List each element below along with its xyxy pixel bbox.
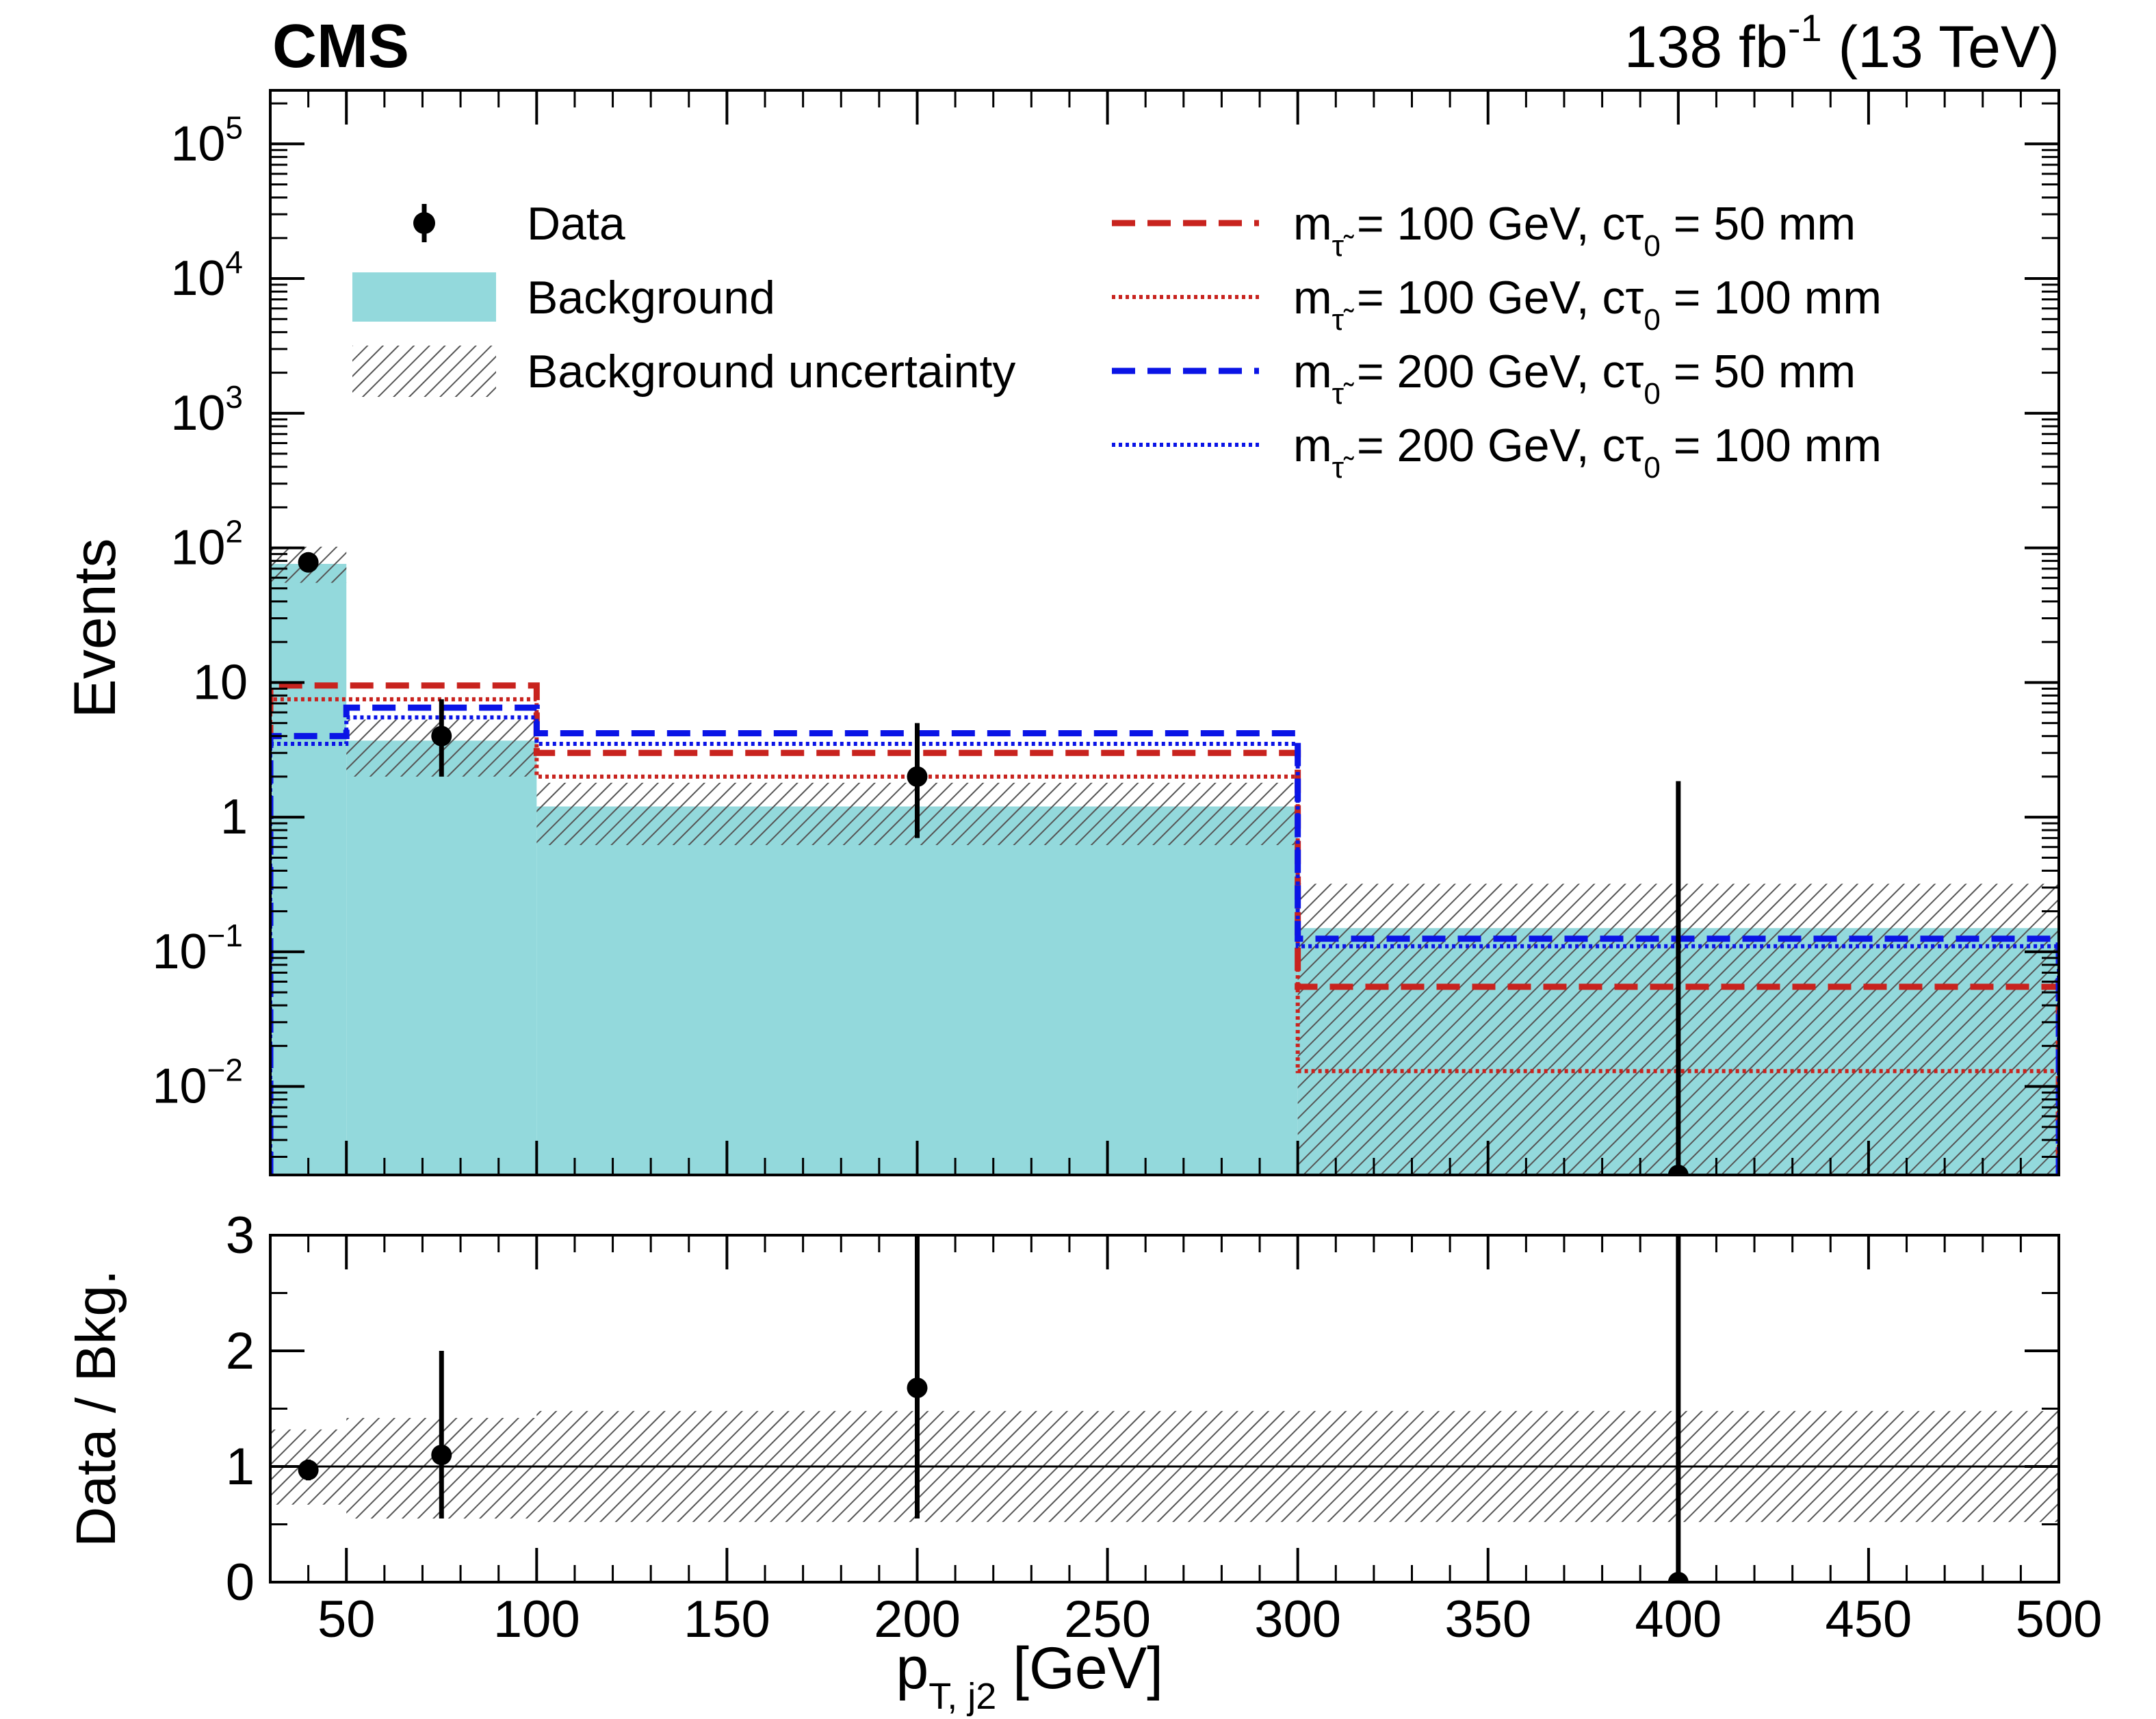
legend-data-marker bbox=[413, 212, 435, 234]
main-frame bbox=[269, 89, 2060, 1176]
lumi-label: 138 fb-1 (13 TeV) bbox=[1624, 6, 2060, 80]
background-bin-2 bbox=[536, 806, 1298, 1175]
legend-data-label: Data bbox=[527, 198, 625, 250]
x-tick-label-4: 250 bbox=[1064, 1590, 1151, 1649]
ratio-point-1 bbox=[431, 1445, 452, 1466]
y-tick-label-2: 103 bbox=[170, 379, 243, 441]
y-axis-label: Events bbox=[62, 539, 128, 719]
legend-bkg-unc-label: Background uncertainty bbox=[527, 346, 1015, 398]
data-point-0 bbox=[298, 552, 319, 573]
lumi-value: 138 fb bbox=[1624, 14, 1788, 80]
legend-background-label: Background bbox=[527, 272, 775, 324]
x-tick-label-1: 100 bbox=[493, 1590, 580, 1649]
x-tick-label-2: 150 bbox=[684, 1590, 770, 1649]
ratio-y-tick-label-2: 2 bbox=[226, 1322, 255, 1380]
y-tick-label-4: 10 bbox=[193, 655, 248, 710]
x-tick-label-6: 350 bbox=[1444, 1590, 1531, 1649]
legend-signal-label-3: mτ̃ = 200 GeV, cτ0 = 100 mm bbox=[1293, 419, 1882, 484]
ratio-y-axis-label: Data / Bkg. bbox=[65, 1269, 127, 1547]
legend-data: Data bbox=[413, 198, 625, 250]
legend-background-swatch bbox=[352, 272, 496, 322]
y-tick-label-3: 102 bbox=[170, 514, 243, 576]
lumi-exponent: -1 bbox=[1788, 6, 1822, 49]
ratio-y-tick-label-1: 1 bbox=[226, 1438, 255, 1496]
signal-series-1 bbox=[270, 697, 2059, 1175]
legend-bkg-unc: Background uncertainty bbox=[352, 346, 1015, 398]
background-bin-0 bbox=[270, 564, 347, 1175]
x-tick-label-3: 200 bbox=[874, 1590, 961, 1649]
legend: Data Background Background uncertainty m… bbox=[352, 198, 1882, 484]
ratio-plot-area bbox=[270, 1235, 2059, 1582]
x-tick-label-0: 50 bbox=[317, 1590, 376, 1649]
y-tick-label-7: 10−2 bbox=[152, 1052, 243, 1114]
ratio-y-tick-label-0: 0 bbox=[226, 1553, 255, 1612]
y-tick-label-5: 1 bbox=[220, 790, 248, 844]
legend-signals: mτ̃ = 100 GeV, cτ0 = 50 mm mτ̃ = 100 GeV,… bbox=[1112, 198, 1882, 484]
ratio-y-tick-label-3: 3 bbox=[226, 1206, 255, 1265]
experiment-label: CMS bbox=[272, 12, 409, 81]
y-tick-label-6: 10−1 bbox=[152, 918, 243, 979]
x-tick-label-7: 400 bbox=[1635, 1590, 1722, 1649]
ratio-point-2 bbox=[907, 1378, 928, 1399]
legend-signal-label-0: mτ̃ = 100 GeV, cτ0 = 50 mm bbox=[1293, 198, 1856, 263]
main-plot-area bbox=[270, 546, 2059, 1175]
y-tick-label-0: 105 bbox=[170, 109, 243, 171]
ratio-frame bbox=[269, 1234, 2060, 1584]
x-axis-label: pT, j2 [GeV] bbox=[896, 1636, 1163, 1717]
legend-signal-label-2: mτ̃ = 200 GeV, cτ0 = 50 mm bbox=[1293, 346, 1856, 411]
x-axis-label-main: p bbox=[896, 1636, 928, 1701]
x-axis-label-sub: T, j2 bbox=[928, 1676, 996, 1717]
data-point-2 bbox=[907, 766, 928, 787]
x-axis-label-unit: [GeV] bbox=[996, 1636, 1163, 1701]
y-tick-label-1: 104 bbox=[170, 244, 243, 306]
legend-signal-label-1: mτ̃ = 100 GeV, cτ0 = 100 mm bbox=[1293, 272, 1882, 337]
x-tick-label-8: 450 bbox=[1826, 1590, 1912, 1649]
x-tick-label-5: 300 bbox=[1254, 1590, 1341, 1649]
ratio-point-0 bbox=[298, 1460, 319, 1481]
legend-bkg-unc-swatch bbox=[352, 346, 496, 397]
background-bin-1 bbox=[346, 740, 537, 1175]
energy-label: (13 TeV) bbox=[1822, 14, 2060, 80]
legend-background: Background bbox=[352, 272, 775, 324]
x-tick-label-9: 500 bbox=[2016, 1590, 2103, 1649]
data-point-1 bbox=[431, 725, 452, 747]
